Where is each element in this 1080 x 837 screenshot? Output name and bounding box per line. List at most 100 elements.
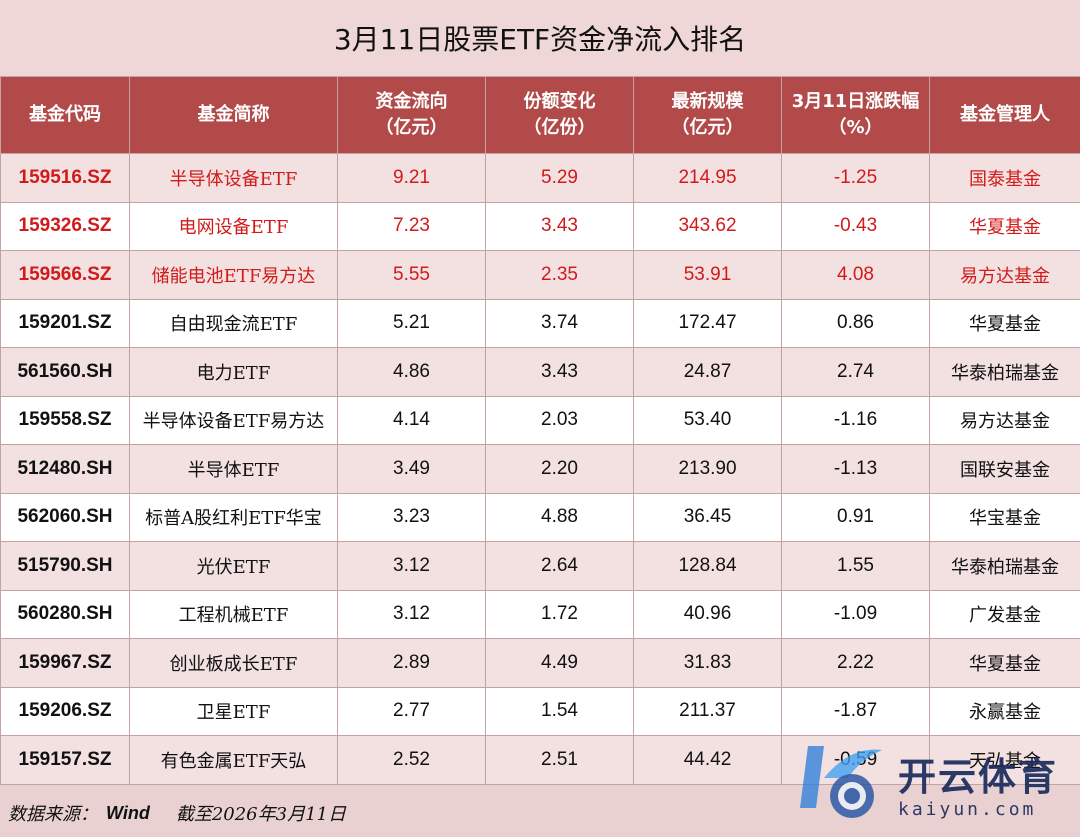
table-row: 159967.SZ 创业板成长ETF 2.89 4.49 31.83 2.22 华夏基金	[0, 638, 1080, 688]
fund-code-cell: 159206.SZ	[0, 686, 130, 736]
fund-flow-cell: 5.21	[337, 298, 486, 348]
change-pct-cell: 4.08	[781, 250, 930, 300]
share-change-cell: 5.29	[485, 153, 634, 203]
fund-manager-cell: 华宝基金	[929, 492, 1080, 542]
table-row: 512480.SH 半导体ETF 3.49 2.20 213.90 -1.13 国联安基金	[0, 444, 1080, 494]
watermark: 开云体育 kaiyun.com	[790, 738, 1080, 828]
fund-name-cell: 半导体ETF	[129, 444, 338, 494]
latest-scale-cell: 53.40	[633, 395, 782, 445]
fund-flow-cell: 3.12	[337, 589, 486, 639]
table-row: 159326.SZ 电网设备ETF 7.23 3.43 343.62 -0.43 华夏基金	[0, 201, 1080, 251]
header-fund-flow: 资金流向 （亿元）	[337, 76, 486, 154]
table-row: 560280.SH 工程机械ETF 3.12 1.72 40.96 -1.09 广发基金	[0, 589, 1080, 639]
latest-scale-cell: 24.87	[633, 347, 782, 397]
table-row: 562060.SH 标普A股红利ETF华宝 3.23 4.88 36.45 0.91 华宝基…	[0, 492, 1080, 542]
table-row: 561560.SH 电力ETF 4.86 3.43 24.87 2.74 华泰柏瑞基金	[0, 347, 1080, 397]
share-change-cell: 2.20	[485, 444, 634, 494]
fund-manager-cell: 华夏基金	[929, 201, 1080, 251]
change-pct-cell: 0.91	[781, 492, 930, 542]
latest-scale-cell: 36.45	[633, 492, 782, 542]
fund-manager-cell: 国联安基金	[929, 444, 1080, 494]
fund-manager-cell: 广发基金	[929, 589, 1080, 639]
fund-manager-cell: 华夏基金	[929, 638, 1080, 688]
share-change-cell: 4.49	[485, 638, 634, 688]
fund-flow-cell: 5.55	[337, 250, 486, 300]
watermark-cn: 开云体育	[898, 755, 1059, 799]
fund-manager-cell: 国泰基金	[929, 153, 1080, 203]
fund-name-cell: 有色金属ETF天弘	[129, 735, 338, 785]
table-row: 159201.SZ 自由现金流ETF 5.21 3.74 172.47 0.86 华夏基金	[0, 298, 1080, 348]
latest-scale-cell: 128.84	[633, 541, 782, 591]
latest-scale-cell: 40.96	[633, 589, 782, 639]
latest-scale-cell: 53.91	[633, 250, 782, 300]
change-pct-cell: -1.13	[781, 444, 930, 494]
share-change-cell: 4.88	[485, 492, 634, 542]
fund-flow-cell: 2.89	[337, 638, 486, 688]
fund-flow-cell: 7.23	[337, 201, 486, 251]
fund-name-cell: 工程机械ETF	[129, 589, 338, 639]
change-pct-cell: 1.55	[781, 541, 930, 591]
table-title: 3月11日股票ETF资金净流入排名	[0, 0, 1080, 77]
header-fund-name: 基金简称	[129, 76, 338, 154]
share-change-cell: 3.74	[485, 298, 634, 348]
latest-scale-cell: 31.83	[633, 638, 782, 688]
fund-name-cell: 半导体设备ETF易方达	[129, 395, 338, 445]
share-change-cell: 3.43	[485, 201, 634, 251]
share-change-cell: 1.72	[485, 589, 634, 639]
latest-scale-cell: 44.42	[633, 735, 782, 785]
header-fund-manager: 基金管理人	[929, 76, 1080, 154]
table-row: 159516.SZ 半导体设备ETF 9.21 5.29 214.95 -1.25 国泰基金	[0, 153, 1080, 203]
change-pct-cell: -1.87	[781, 686, 930, 736]
latest-scale-cell: 343.62	[633, 201, 782, 251]
fund-manager-cell: 永赢基金	[929, 686, 1080, 736]
change-pct-cell: -1.16	[781, 395, 930, 445]
fund-flow-cell: 2.52	[337, 735, 486, 785]
as-of-date: 截至2026年3月11日	[175, 804, 346, 825]
change-pct-cell: -1.25	[781, 153, 930, 203]
table-row: 159566.SZ 储能电池ETF易方达 5.55 2.35 53.91 4.08 易方达基…	[0, 250, 1080, 300]
fund-code-cell: 512480.SH	[0, 444, 130, 494]
fund-manager-cell: 华夏基金	[929, 298, 1080, 348]
change-pct-cell: 2.74	[781, 347, 930, 397]
footer: 数据来源： Wind 截至2026年3月11日	[0, 789, 1080, 837]
share-change-cell: 2.35	[485, 250, 634, 300]
fund-name-cell: 自由现金流ETF	[129, 298, 338, 348]
fund-name-cell: 标普A股红利ETF华宝	[129, 492, 338, 542]
fund-code-cell: 560280.SH	[0, 589, 130, 639]
fund-code-cell: 159201.SZ	[0, 298, 130, 348]
fund-flow-cell: 3.23	[337, 492, 486, 542]
kaiyun-logo-icon	[800, 746, 882, 818]
fund-name-cell: 电网设备ETF	[129, 201, 338, 251]
fund-flow-cell: 3.12	[337, 541, 486, 591]
fund-code-cell: 159558.SZ	[0, 395, 130, 445]
latest-scale-cell: 213.90	[633, 444, 782, 494]
fund-name-cell: 卫星ETF	[129, 686, 338, 736]
fund-manager-cell: 华泰柏瑞基金	[929, 347, 1080, 397]
header-row: 基金代码 基金简称 资金流向 （亿元） 份额变化 （亿份） 最新规模 （亿元） 3月1…	[0, 76, 1080, 154]
etf-ranking-table: 基金代码 基金简称 资金流向 （亿元） 份额变化 （亿份） 最新规模 （亿元） 3月1…	[0, 76, 1080, 785]
fund-flow-cell: 3.49	[337, 444, 486, 494]
fund-flow-cell: 4.14	[337, 395, 486, 445]
fund-name-cell: 储能电池ETF易方达	[129, 250, 338, 300]
fund-manager-cell: 易方达基金	[929, 250, 1080, 300]
change-pct-cell: 0.86	[781, 298, 930, 348]
fund-code-cell: 159516.SZ	[0, 153, 130, 203]
source-label: 数据来源：	[8, 804, 98, 825]
fund-name-cell: 创业板成长ETF	[129, 638, 338, 688]
fund-manager-cell: 华泰柏瑞基金	[929, 541, 1080, 591]
change-pct-cell: -0.43	[781, 201, 930, 251]
header-change-pct: 3月11日涨跌幅 （%）	[781, 76, 930, 154]
header-share-change: 份额变化 （亿份）	[485, 76, 634, 154]
fund-name-cell: 电力ETF	[129, 347, 338, 397]
watermark-en: kaiyun.com	[898, 799, 1037, 820]
fund-code-cell: 159157.SZ	[0, 735, 130, 785]
change-pct-cell: 2.22	[781, 638, 930, 688]
table-row: 159558.SZ 半导体设备ETF易方达 4.14 2.03 53.40 -1.16 易方…	[0, 395, 1080, 445]
header-fund-code: 基金代码	[0, 76, 130, 154]
fund-flow-cell: 4.86	[337, 347, 486, 397]
fund-name-cell: 光伏ETF	[129, 541, 338, 591]
change-pct-cell: -1.09	[781, 589, 930, 639]
latest-scale-cell: 214.95	[633, 153, 782, 203]
share-change-cell: 2.03	[485, 395, 634, 445]
fund-manager-cell: 天弘基金	[929, 735, 1080, 785]
